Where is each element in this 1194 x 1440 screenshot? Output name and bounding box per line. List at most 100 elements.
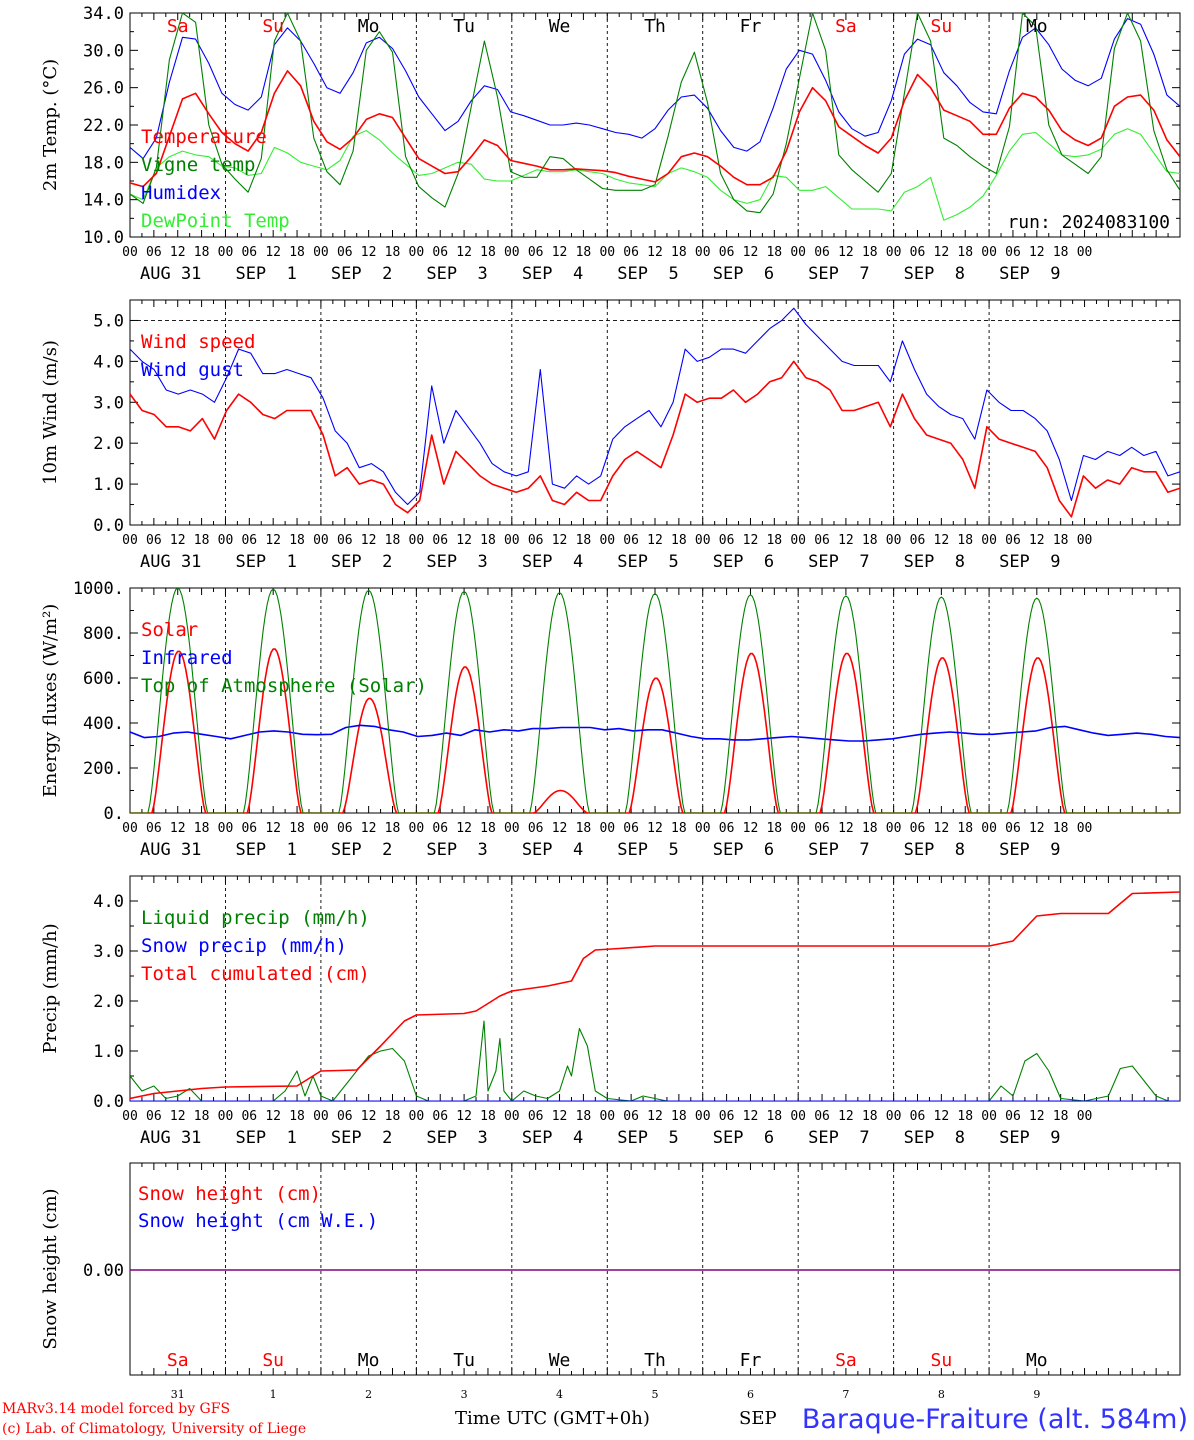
y-tick-label: 0.0 — [93, 1092, 124, 1112]
date-label: SEP 9 — [999, 1128, 1060, 1148]
date-label: SEP 4 — [522, 1128, 583, 1148]
hour-tick-label: 18 — [862, 1109, 878, 1124]
hour-tick-label: 00 — [790, 533, 806, 548]
hour-tick-label: 06 — [623, 821, 639, 836]
hour-tick-label: 06 — [528, 821, 544, 836]
hour-tick-label: 12 — [456, 1109, 472, 1124]
day-number: 31 — [171, 1388, 185, 1401]
hour-tick-label: 12 — [265, 821, 281, 836]
overlap-label: SEP — [739, 1408, 777, 1429]
hour-tick-label: 18 — [289, 1109, 305, 1124]
hour-tick-label: 06 — [719, 1109, 735, 1124]
hour-tick-label: 06 — [432, 245, 448, 260]
hour-tick-label: 18 — [480, 821, 496, 836]
hour-tick-label: 18 — [289, 533, 305, 548]
date-label: SEP 9 — [999, 264, 1060, 284]
date-label: SEP 5 — [617, 840, 678, 860]
day-number: 3 — [461, 1388, 468, 1401]
hour-tick-label: 12 — [1029, 821, 1045, 836]
hour-tick-label: 00 — [122, 533, 138, 548]
hour-tick-label: 18 — [385, 821, 401, 836]
hour-tick-label: 12 — [456, 533, 472, 548]
hour-tick-label: 12 — [456, 821, 472, 836]
hour-tick-label: 06 — [241, 821, 257, 836]
hour-tick-label: 06 — [528, 245, 544, 260]
series-total-cumulated-cm- — [130, 891, 1180, 1100]
hour-tick-label: 12 — [647, 533, 663, 548]
hour-tick-label: 12 — [743, 1109, 759, 1124]
series-temperature — [130, 70, 1180, 188]
date-label: SEP 7 — [808, 264, 869, 284]
hour-tick-label: 12 — [934, 533, 950, 548]
hour-tick-label: 00 — [886, 245, 902, 260]
hour-tick-label: 00 — [1077, 821, 1093, 836]
hour-tick-label: 00 — [218, 1109, 234, 1124]
date-label: SEP 7 — [808, 1128, 869, 1148]
hour-tick-label: 12 — [456, 245, 472, 260]
hour-tick-label: 12 — [934, 245, 950, 260]
hour-tick-label: 06 — [814, 245, 830, 260]
hour-tick-label: 06 — [241, 245, 257, 260]
series-top-of-atmosphere-solar- — [130, 588, 1180, 813]
y-tick-label: 3.0 — [93, 942, 124, 962]
date-label: SEP 6 — [713, 1128, 774, 1148]
weekday-label: Th — [644, 1350, 666, 1371]
day-number: 1 — [270, 1388, 277, 1401]
hour-tick-label: 18 — [194, 821, 210, 836]
weekday-label: Mo — [358, 16, 380, 37]
hour-tick-label: 18 — [289, 821, 305, 836]
day-number: 8 — [938, 1388, 945, 1401]
date-label: AUG 31 — [140, 840, 201, 860]
y-tick-label: 2.0 — [93, 992, 124, 1012]
hour-tick-label: 00 — [504, 821, 520, 836]
weekday-label: Su — [262, 1350, 284, 1371]
weekday-label: Su — [931, 16, 953, 37]
hour-tick-label: 06 — [910, 1109, 926, 1124]
date-label: SEP 1 — [235, 264, 296, 284]
hour-tick-label: 00 — [122, 821, 138, 836]
hour-tick-label: 12 — [647, 1109, 663, 1124]
weekday-label: Fr — [740, 16, 762, 37]
y-axis-title: Energy fluxes (W/m²) — [40, 604, 61, 798]
hour-tick-label: 00 — [790, 821, 806, 836]
series-group — [130, 13, 1180, 221]
x-axis-title: Time UTC (GMT+0h) — [455, 1408, 650, 1429]
hour-tick-label: 00 — [504, 533, 520, 548]
hour-tick-label: 18 — [480, 245, 496, 260]
hour-tick-label: 06 — [910, 245, 926, 260]
hour-tick-label: 18 — [1053, 821, 1069, 836]
hour-tick-label: 12 — [170, 533, 186, 548]
date-label: SEP 3 — [426, 552, 487, 572]
hour-tick-label: 12 — [934, 821, 950, 836]
y-tick-label: 1.0 — [93, 475, 124, 495]
hour-tick-label: 18 — [1053, 1109, 1069, 1124]
weekday-label: Mo — [1026, 1350, 1048, 1371]
weekday-label: Th — [644, 16, 666, 37]
date-label: SEP 5 — [617, 264, 678, 284]
hour-tick-label: 12 — [1029, 1109, 1045, 1124]
hour-tick-label: 00 — [981, 821, 997, 836]
weekday-label: Fr — [740, 1350, 762, 1371]
hour-tick-label: 00 — [313, 533, 329, 548]
hour-tick-label: 00 — [695, 821, 711, 836]
day-number: 7 — [842, 1388, 849, 1401]
hour-tick-label: 12 — [934, 1109, 950, 1124]
hour-tick-label: 00 — [790, 245, 806, 260]
hour-tick-label: 00 — [218, 245, 234, 260]
hour-tick-label: 06 — [623, 533, 639, 548]
panel-energy: Energy fluxes (W/m²) 0. 200. 400. 600. 800. 10… — [40, 579, 1181, 860]
hour-tick-label: 00 — [981, 1109, 997, 1124]
date-label: SEP 8 — [904, 552, 965, 572]
hour-tick-label: 00 — [504, 1109, 520, 1124]
y-tick-label: 400. — [83, 714, 124, 734]
hour-tick-label: 18 — [671, 821, 687, 836]
hour-tick-label: 12 — [1029, 245, 1045, 260]
y-tick-label: 3.0 — [93, 393, 124, 413]
weekday-label: Su — [931, 1350, 953, 1371]
y-tick-label: 22.0 — [83, 116, 124, 136]
legend-entry: Temperature — [141, 126, 267, 148]
hour-tick-label: 06 — [337, 1109, 353, 1124]
hour-tick-label: 06 — [1005, 533, 1021, 548]
date-label: SEP 3 — [426, 264, 487, 284]
hour-tick-label: 00 — [981, 245, 997, 260]
